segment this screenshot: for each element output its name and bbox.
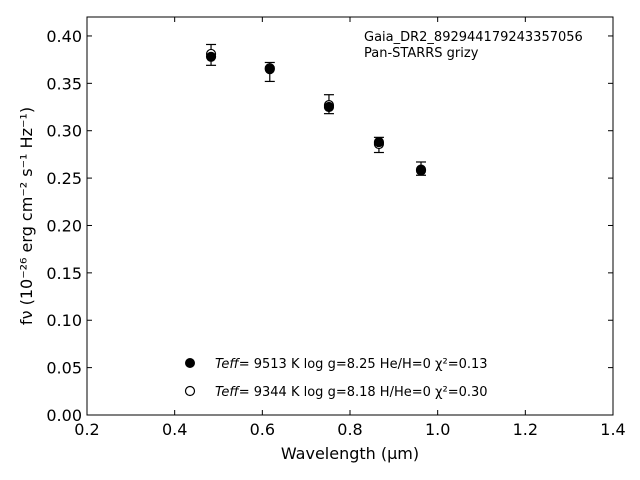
data-point-filled <box>373 136 385 148</box>
error-bars <box>206 43 427 176</box>
y-tick-label: 0.35 <box>46 74 82 93</box>
plot-frame <box>86 16 614 416</box>
data-markers <box>205 48 427 176</box>
x-tick-label: 0.6 <box>250 420 275 439</box>
y-tick-label: 0.40 <box>46 27 82 46</box>
y-tick-label: 0.05 <box>46 359 82 378</box>
legend-marker-filled <box>185 358 195 368</box>
data-point-filled <box>323 101 335 113</box>
legend-entry-2: Teff= 9344 K log g=8.18 H/He=0 χ²=0.30 <box>215 385 488 400</box>
y-tick-label: 0.20 <box>46 216 82 235</box>
legend-entry-2-text: = 9344 K log g=8.18 H/He=0 χ²=0.30 <box>239 385 488 400</box>
y-tick-label: 0.30 <box>46 122 82 141</box>
axis-ticks: 0.2 0.4 0.6 0.8 1.0 1.2 1.4 0.00 0.05 0.10 0.15 0.2… <box>46 17 626 439</box>
annotation-object-id: Gaia_DR2_892944179243357056 <box>364 30 583 45</box>
data-point-filled <box>264 64 275 75</box>
legend-entry-2-teff: Teff <box>215 385 240 400</box>
x-tick-label: 1.0 <box>425 420 450 439</box>
y-tick-label: 0.25 <box>46 169 82 188</box>
legend-entry-1: Teff= 9513 K log g=8.25 He/H=0 χ²=0.13 <box>215 357 488 372</box>
x-tick-label: 0.2 <box>74 420 99 439</box>
legend: Teff= 9513 K log g=8.25 He/H=0 χ²=0.13 T… <box>184 357 488 400</box>
data-point-filled <box>415 165 427 176</box>
x-tick-label: 1.2 <box>513 420 538 439</box>
y-tick-label: 0.10 <box>46 311 82 330</box>
y-tick-label: 0.15 <box>46 264 82 283</box>
legend-entry-1-text: = 9513 K log g=8.25 He/H=0 χ²=0.13 <box>239 357 488 372</box>
x-tick-label: 1.4 <box>600 420 625 439</box>
y-axis-label: fν (10⁻²⁶ erg cm⁻² s⁻¹ Hz⁻¹) <box>17 107 36 325</box>
data-point-filled <box>205 51 217 62</box>
x-tick-label: 0.4 <box>162 420 187 439</box>
x-tick-label: 0.8 <box>337 420 362 439</box>
x-axis-label: Wavelength (μm) <box>281 444 419 463</box>
annotation-photometry: Pan-STARRS grizy <box>364 46 479 61</box>
y-tick-label: 0.00 <box>46 406 82 425</box>
legend-marker-open <box>184 385 196 397</box>
legend-entry-1-teff: Teff <box>215 357 240 372</box>
